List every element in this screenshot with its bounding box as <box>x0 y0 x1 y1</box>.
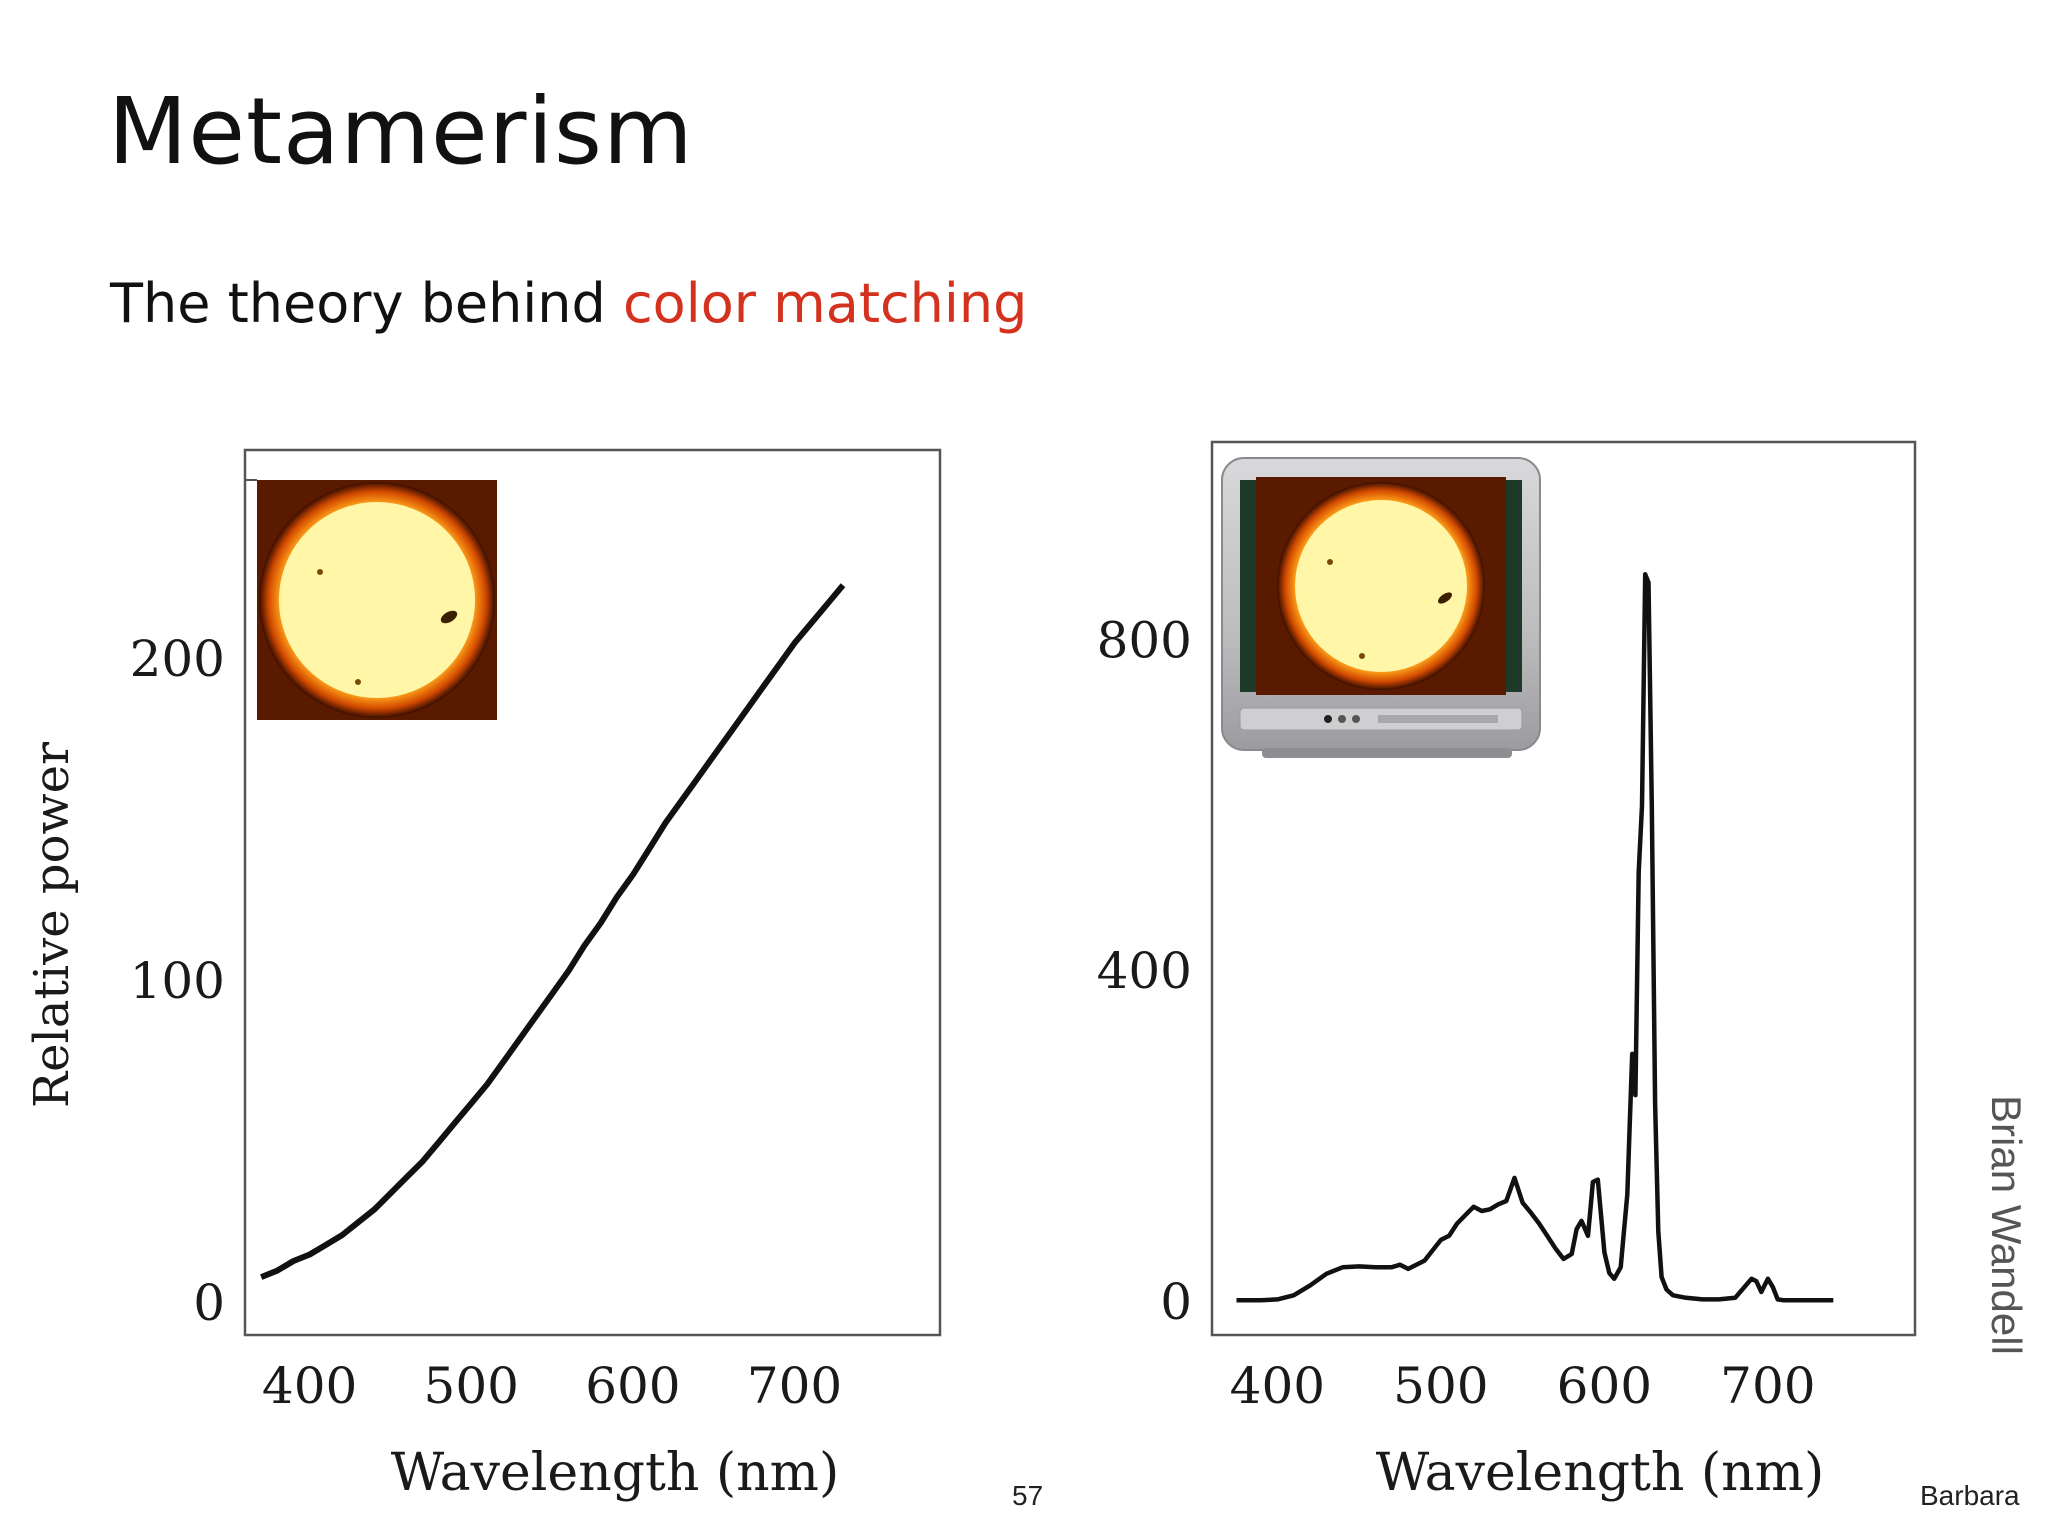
tv-photo-inset <box>1221 457 1541 758</box>
plot-frame <box>243 448 942 1337</box>
spectrum-curve <box>260 583 846 1280</box>
sun-photo-inset <box>257 480 497 720</box>
slide-title: Metamerism <box>108 78 694 185</box>
footer-text: Barbara <box>1920 1480 2020 1511</box>
x-tick-label: 600 <box>585 1357 680 1415</box>
image-credit: Brian Wandell <box>1983 1095 2030 1355</box>
y-tick-label: 0 <box>193 1274 225 1332</box>
x-tick-label: 500 <box>1393 1357 1488 1415</box>
x-axis-label: Wavelength (nm) <box>391 1443 840 1503</box>
plot-frame <box>1210 440 1917 1337</box>
x-tick-label: 700 <box>1720 1357 1815 1415</box>
spectrum-curve <box>1236 572 1834 1303</box>
y-tick-label: 800 <box>1097 611 1192 669</box>
y-tick-label: 100 <box>130 952 225 1010</box>
y-tick-label: 200 <box>130 630 225 688</box>
x-tick-label: 700 <box>747 1357 842 1415</box>
tv-spectrum-chart: 0 400 800 400 500 600 700 Wavelength (nm) <box>1097 440 1917 1503</box>
y-tick-label: 0 <box>1160 1273 1192 1331</box>
subtitle-prefix: The theory behind <box>110 272 623 335</box>
x-axis-label: Wavelength (nm) <box>1376 1443 1825 1503</box>
slide-subtitle: The theory behind color matching <box>110 272 1027 335</box>
x-tick-label: 400 <box>1230 1357 1325 1415</box>
page-number: 57 <box>1012 1480 1044 1511</box>
sunlight-spectrum-chart: 0 100 200 400 500 600 700 Relative power Wave… <box>24 448 942 1503</box>
subtitle-accent: color matching <box>622 272 1028 335</box>
x-tick-label: 600 <box>1557 1357 1652 1415</box>
y-axis-label: Relative power <box>24 742 80 1108</box>
x-tick-label: 400 <box>262 1357 357 1415</box>
y-tick-label: 400 <box>1097 942 1192 1000</box>
x-tick-label: 500 <box>424 1357 519 1415</box>
